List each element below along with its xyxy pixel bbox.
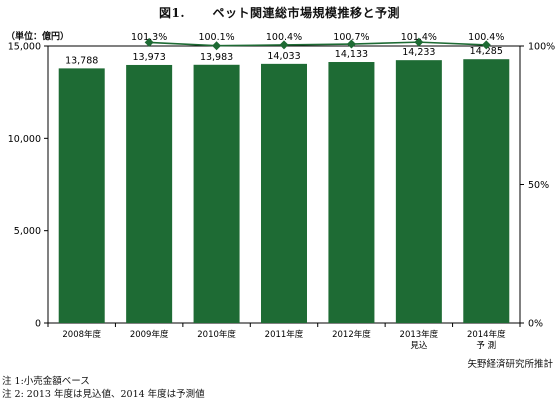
bar-2010年度	[193, 64, 240, 323]
bar-value-label: 13,973	[133, 52, 166, 63]
bar-value-label: 14,233	[402, 47, 435, 58]
note-2: 注 2: 2013 年度は見込値、2014 年度は予測値	[2, 389, 205, 400]
growth-rate-line	[149, 41, 487, 47]
title-text: ペット関連総市場規模推移と予測	[212, 6, 400, 20]
growth-rate-label: 101.4%	[401, 32, 437, 43]
growth-rate-point	[212, 41, 222, 51]
growth-rate-point	[346, 39, 356, 49]
growth-rate-point	[279, 40, 289, 50]
y2-tick-label: 50%	[528, 180, 549, 191]
growth-rate-label: 100.4%	[468, 32, 504, 43]
note-1: 注 1:小売金額ベース	[2, 376, 90, 387]
growth-rate-label: 100.4%	[266, 32, 302, 43]
figure-label: 図1.	[159, 6, 186, 20]
growth-rate-label: 100.7%	[333, 32, 369, 43]
bar-2011年度	[261, 63, 307, 323]
source-note: 矢野経済研究所推計	[467, 359, 553, 370]
growth-rate-point	[144, 37, 154, 47]
bar-2012年度	[328, 62, 375, 324]
chart-title: 図1. ペット関連総市場規模推移と予測	[0, 4, 559, 21]
x-tick-label: 2011年度	[265, 329, 304, 340]
x-tick-label: 2013年度	[400, 329, 439, 340]
bar-value-label: 14,285	[470, 46, 503, 57]
x-tick-label: 2009年度	[130, 329, 169, 340]
bar-2013年度	[395, 60, 442, 323]
unit-label: （単位：億円）	[6, 32, 70, 42]
x-tick-label: 2008年度	[62, 329, 101, 340]
y2-tick-label: 0%	[528, 319, 543, 330]
y-tick-label: 0	[35, 319, 41, 330]
x-tick-label: 2014年度	[467, 329, 506, 340]
growth-rate-label: 100.1%	[198, 32, 234, 43]
x-tick-sublabel: 予 測	[476, 340, 496, 351]
x-tick-label: 2012年度	[332, 329, 371, 340]
growth-rate-point	[414, 37, 424, 47]
growth-rate-point	[481, 40, 491, 50]
growth-rate-label: 101.3%	[131, 32, 167, 43]
y-tick-label: 5,000	[14, 226, 41, 237]
bar-value-label: 13,983	[200, 52, 233, 63]
bar-2014年度	[463, 59, 510, 323]
y-tick-label: 10,000	[8, 134, 41, 145]
y-tick-label: 15,000	[8, 42, 41, 53]
bar-value-label: 13,788	[65, 55, 98, 66]
y2-tick-label: 100%	[528, 42, 555, 53]
bar-2008年度	[58, 68, 105, 324]
x-tick-label: 2010年度	[197, 329, 236, 340]
bar-value-label: 14,133	[335, 49, 368, 60]
x-tick-sublabel: 見込	[410, 340, 428, 351]
bar-value-label: 14,033	[267, 51, 300, 62]
bar-2009年度	[126, 64, 173, 323]
